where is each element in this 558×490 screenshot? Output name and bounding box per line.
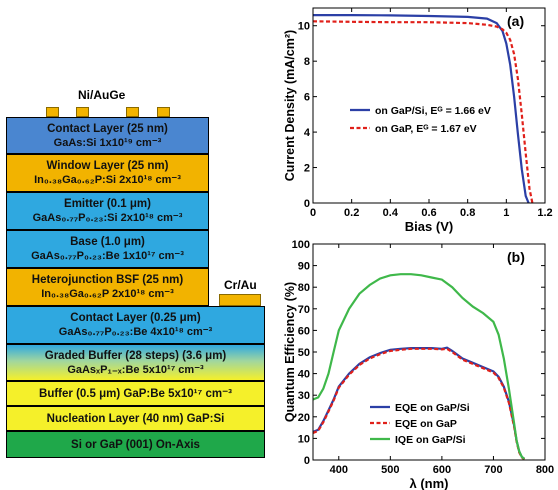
y-tick-label: 60 — [298, 325, 310, 337]
y-tick-label: 6 — [304, 92, 310, 104]
legend-label-0: on GaP/Si, Eᴳ = 1.66 eV — [375, 105, 491, 117]
layer-nucleation: Nucleation Layer (40 nm) GaP:Si — [6, 406, 265, 431]
x-tick-label: 700 — [484, 464, 502, 476]
series-line-1 — [313, 347, 526, 460]
top-contact-finger — [126, 107, 139, 117]
series-line-0 — [313, 14, 530, 203]
layer-contact-top: Contact Layer (25 nm) GaAs:Si 1x10¹⁹ cm⁻… — [6, 117, 209, 154]
x-tick-label: 0.8 — [460, 207, 475, 219]
x-tick-label: 600 — [433, 464, 451, 476]
x-tick-label: 800 — [536, 464, 554, 476]
y-tick-label: 30 — [298, 390, 310, 402]
layer-title: Contact Layer (25 nm) — [47, 122, 168, 135]
x-tick-label: 0 — [310, 207, 316, 219]
side-metal-label: Cr/Au — [224, 278, 257, 292]
y-tick-label: 2 — [304, 163, 310, 175]
x-tick-label: 0.6 — [421, 207, 436, 219]
layer-detail: GaAs₀.₇₇P₀.₂₃:Si 2x10¹⁸ cm⁻³ — [32, 212, 183, 224]
layer-graded-buffer: Graded Buffer (28 steps) (3.6 μm) GaAsₓP… — [6, 344, 265, 381]
layer-emitter: Emitter (0.1 μm) GaAs₀.₇₇P₀.₂₃:Si 2x10¹⁸… — [6, 192, 209, 230]
y-tick-label: 70 — [298, 304, 310, 316]
y-tick-label: 8 — [304, 56, 310, 68]
y-tick-label: 20 — [298, 412, 310, 424]
y-axis-title: Current Density (mA/cm²) — [283, 30, 297, 181]
layer-title: Contact Layer (0.25 μm) — [70, 312, 201, 324]
top-contact-finger — [46, 107, 59, 117]
y-tick-label: 0 — [304, 455, 310, 467]
x-tick-label: 1.2 — [537, 207, 552, 219]
device-layer-stack: Ni/AuGe Cr/Au Contact Layer (25 nm) GaAs… — [6, 88, 265, 458]
layer-title: Graded Buffer (28 steps) (3.6 μm) — [44, 349, 227, 362]
legend-label-0: EQE on GaP/Si — [395, 402, 470, 414]
layer-contact-bottom: Contact Layer (0.25 μm) GaAs₀.₇₇P₀.₂₃:Be… — [6, 306, 265, 344]
layer-bsf: Heterojunction BSF (25 nm) In₀.₃₈Ga₀.₆₂P… — [6, 268, 209, 306]
y-tick-label: 80 — [298, 282, 310, 294]
y-tick-label: 0 — [304, 198, 310, 210]
layer-title: Si or GaP (001) On-Axis — [71, 438, 200, 451]
series-line-2 — [313, 273, 526, 460]
layer-detail: In₀.₃₈Ga₀.₆₂P:Si 2x10¹⁸ cm⁻³ — [34, 174, 181, 186]
layer-title: Buffer (0.5 μm) GaP:Be 5x10¹⁷ cm⁻³ — [39, 387, 232, 400]
top-contact-finger — [76, 107, 89, 117]
layer-detail: GaAs₀.₇₇P₀.₂₃:Be 4x10¹⁸ cm⁻³ — [58, 326, 213, 338]
panel-label: (a) — [507, 13, 524, 29]
x-tick-label: 0.2 — [344, 207, 359, 219]
layer-title: Window Layer (25 nm) — [46, 160, 169, 172]
layer-detail: GaAsₓP₁₋ₓ:Be 5x10¹⁷ cm⁻³ — [67, 363, 204, 376]
y-tick-label: 10 — [298, 433, 310, 445]
top-metal-label: Ni/AuGe — [78, 88, 126, 102]
layer-base: Base (1.0 μm) GaAs₀.₇₇P₀.₂₃:Be 1x10¹⁷ cm… — [6, 230, 209, 268]
layer-title: Base (1.0 μm) — [70, 236, 145, 248]
x-tick-label: 500 — [381, 464, 399, 476]
top-contact-finger — [157, 107, 170, 117]
x-tick-label: 400 — [330, 464, 348, 476]
side-contact-pad — [219, 294, 261, 306]
legend-label-2: IQE on GaP/Si — [395, 434, 466, 446]
x-tick-label: 1 — [503, 207, 509, 219]
y-axis-title: Quantum Efficiency (%) — [283, 282, 297, 422]
layer-detail: In₀.₃₈Ga₀.₆₂P 2x10¹⁸ cm⁻³ — [41, 288, 174, 300]
x-axis-title: λ (nm) — [410, 476, 449, 490]
legend-label-1: on GaP, Eᴳ = 1.67 eV — [375, 123, 477, 135]
layer-substrate: Si or GaP (001) On-Axis — [6, 431, 265, 458]
y-tick-label: 40 — [298, 369, 310, 381]
layer-detail: GaAs:Si 1x10¹⁹ cm⁻³ — [53, 136, 162, 149]
y-tick-label: 100 — [292, 239, 310, 251]
y-tick-label: 90 — [298, 261, 310, 273]
y-tick-label: 10 — [298, 21, 310, 33]
layer-detail: GaAs₀.₇₇P₀.₂₃:Be 1x10¹⁷ cm⁻³ — [31, 250, 184, 262]
layer-window: Window Layer (25 nm) In₀.₃₈Ga₀.₆₂P:Si 2x… — [6, 154, 209, 192]
y-tick-label: 50 — [298, 347, 310, 359]
y-tick-label: 4 — [304, 127, 311, 139]
layer-title: Nucleation Layer (40 nm) GaP:Si — [46, 412, 225, 425]
layer-title: Heterojunction BSF (25 nm) — [31, 274, 184, 286]
layer-title: Emitter (0.1 μm) — [64, 198, 151, 210]
panel-label: (b) — [507, 249, 525, 265]
x-tick-label: 0.4 — [383, 207, 399, 219]
x-axis-title: Bias (V) — [405, 219, 453, 234]
legend-label-1: EQE on GaP — [395, 418, 457, 430]
layer-buffer: Buffer (0.5 μm) GaP:Be 5x10¹⁷ cm⁻³ — [6, 381, 265, 406]
